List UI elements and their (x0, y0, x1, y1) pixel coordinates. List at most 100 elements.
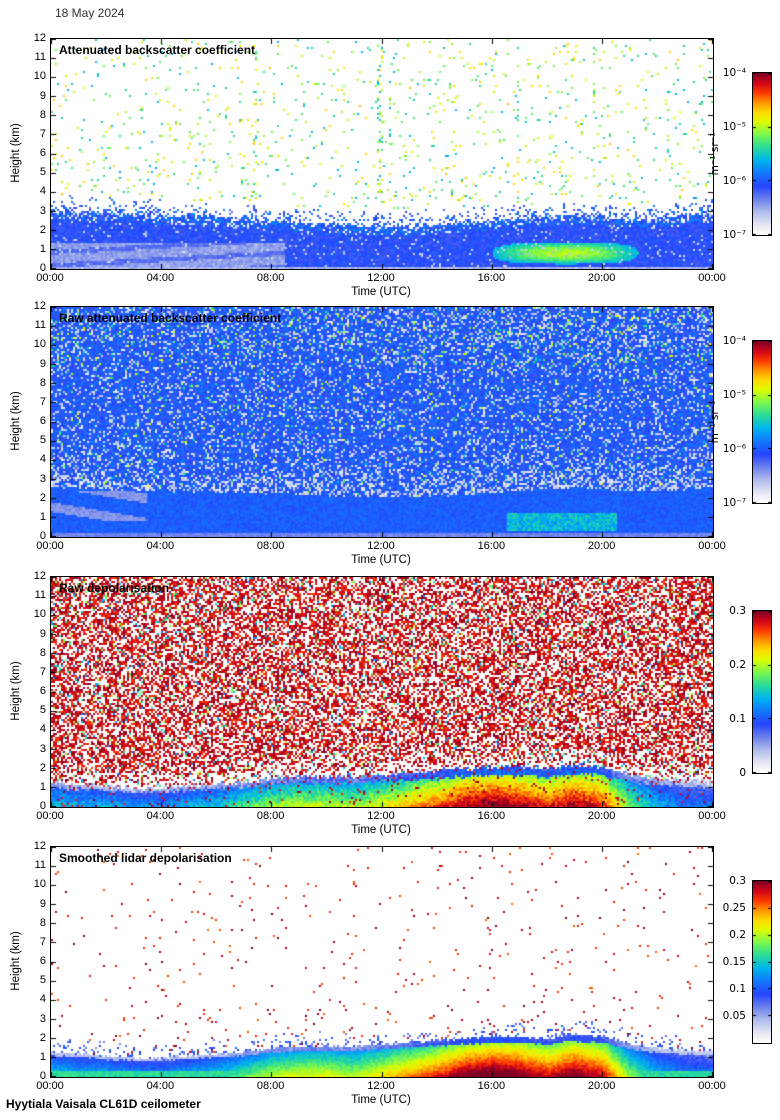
figure-date: 18 May 2024 (55, 6, 125, 20)
x-axis-ticks: 00:00 04:00 08:00 12:00 16:00 20:00 00:00 (36, 1079, 726, 1092)
plot-area: Attenuated backscatter coefficient (50, 38, 714, 270)
panel-attenuated-backscatter: Height (km) 0 1 2 3 4 5 6 7 8 9 10 11 12 Attenuated … (0, 33, 780, 302)
y-tick-label: 0 (39, 800, 46, 812)
y-tick-label: 9 (39, 357, 46, 370)
y-tick-label: 0 (39, 1070, 46, 1082)
colorbar-tick-label: 10⁻⁷ (722, 497, 746, 509)
x-tick-label: 16:00 (477, 1080, 506, 1092)
y-tick-label: 10 (33, 608, 46, 621)
x-tick-label: 00:00 (698, 1080, 726, 1092)
y-tick-label: 11 (34, 589, 46, 602)
y-tick-label: 4 (39, 185, 46, 198)
y-tick-label: 12 (33, 570, 46, 582)
colorbar-tick-label: 0 (739, 767, 746, 779)
x-tick-label: 20:00 (587, 810, 616, 822)
colorbar: m⁻¹ sr⁻¹ 10⁻⁴ 10⁻⁵ 10⁻⁶ 10⁻⁷ (709, 68, 780, 241)
x-tick-label: 16:00 (477, 272, 506, 284)
y-axis-ticks: 0 1 2 3 4 5 6 7 8 9 10 11 12 (18, 571, 46, 812)
y-tick-label: 11 (34, 319, 46, 332)
y-tick-label: 2 (39, 223, 46, 236)
y-tick-label: 5 (39, 704, 46, 717)
y-tick-label: 3 (39, 1012, 46, 1025)
colorbar-ticks: 10⁻⁴ 10⁻⁵ 10⁻⁶ 10⁻⁷ (712, 68, 748, 241)
plot-area: Raw depolarisation (50, 576, 714, 808)
x-tick-label: 08:00 (256, 810, 285, 822)
y-tick-label: 10 (33, 70, 46, 83)
y-tick-label: 11 (34, 51, 46, 64)
x-tick-label: 00:00 (36, 1080, 64, 1092)
x-tick-label: 12:00 (367, 810, 395, 822)
y-tick-label: 5 (39, 166, 46, 179)
y-axis-ticks: 0 1 2 3 4 5 6 7 8 9 10 11 12 (18, 33, 46, 274)
y-tick-label: 12 (33, 32, 46, 44)
colorbar-tick-label: 0.2 (729, 928, 746, 941)
x-tick-label: 16:00 (477, 810, 506, 822)
colorbar-tick-label: 10⁻⁵ (722, 120, 746, 133)
colorbar-canvas (752, 880, 772, 1044)
colorbar-ticks: 0.3 0.25 0.2 0.15 0.1 0.05 (712, 876, 748, 1044)
x-tick-label: 08:00 (256, 272, 285, 284)
colorbar-tick-label: 10⁻⁴ (722, 67, 746, 79)
y-tick-label: 8 (39, 108, 46, 121)
y-tick-label: 8 (39, 376, 46, 389)
x-tick-label: 00:00 (698, 540, 726, 552)
y-tick-label: 9 (39, 89, 46, 102)
y-tick-label: 9 (39, 897, 46, 910)
y-tick-label: 2 (39, 1031, 46, 1044)
y-tick-label: 1 (39, 780, 46, 793)
figure-footer: Hyytiala Vaisala CL61D ceilometer (6, 1097, 201, 1111)
plot-title: Smoothed lidar depolarisation (59, 851, 232, 865)
y-tick-label: 4 (39, 993, 46, 1006)
x-tick-label: 00:00 (36, 272, 64, 284)
x-tick-label: 08:00 (256, 1080, 285, 1092)
y-tick-label: 9 (39, 627, 46, 640)
plot-area: Smoothed lidar depolarisation (50, 846, 714, 1078)
colorbar-tick-label: 0.1 (729, 983, 746, 995)
x-tick-label: 08:00 (256, 540, 285, 552)
colorbar-tick-label: 10⁻⁶ (722, 443, 746, 455)
plot-title: Raw depolarisation (59, 581, 170, 595)
colorbar-tick-label: 0.05 (722, 1009, 746, 1022)
colorbar-tick-label: 0.1 (729, 713, 746, 725)
colorbar-ticks: 0.3 0.2 0.1 0 (712, 606, 748, 779)
y-tick-label: 2 (39, 761, 46, 774)
y-axis-ticks: 0 1 2 3 4 5 6 7 8 9 10 11 12 (18, 301, 46, 542)
y-tick-label: 8 (39, 646, 46, 659)
colorbar-tick-label: 10⁻⁴ (722, 335, 746, 347)
panel-raw-depolarisation: Height (km) 0 1 2 3 4 5 6 7 8 9 10 11 12 Raw depolar… (0, 571, 780, 840)
x-tick-label: 04:00 (146, 810, 175, 822)
colorbar-tick-label: 10⁻⁵ (722, 388, 746, 401)
y-tick-label: 3 (39, 742, 46, 755)
x-tick-label: 00:00 (698, 272, 726, 284)
y-tick-label: 4 (39, 723, 46, 736)
y-tick-label: 6 (39, 147, 46, 159)
y-tick-label: 6 (39, 955, 46, 967)
colorbar-tick-label: 0.3 (729, 875, 746, 887)
x-tick-label: 20:00 (587, 1080, 616, 1092)
y-tick-label: 0 (39, 530, 46, 542)
heatmap-canvas (51, 39, 713, 269)
y-tick-label: 0 (39, 262, 46, 274)
y-tick-label: 1 (39, 242, 46, 255)
y-tick-label: 10 (33, 878, 46, 891)
x-tick-label: 12:00 (367, 1080, 395, 1092)
y-tick-label: 7 (39, 665, 46, 678)
y-tick-label: 3 (39, 472, 46, 485)
colorbar-canvas (752, 610, 772, 774)
y-tick-label: 1 (39, 1050, 46, 1063)
x-tick-label: 20:00 (587, 540, 616, 552)
y-tick-label: 12 (33, 840, 46, 852)
x-axis-label: Time (UTC) (351, 824, 411, 836)
x-tick-label: 16:00 (477, 540, 506, 552)
y-tick-label: 3 (39, 204, 46, 217)
heatmap-canvas (51, 577, 713, 807)
plot-title: Attenuated backscatter coefficient (59, 43, 256, 57)
y-tick-label: 4 (39, 453, 46, 466)
colorbar-tick-label: 10⁻⁷ (722, 229, 746, 241)
y-tick-label: 10 (33, 338, 46, 351)
colorbar-tick-label: 10⁻⁶ (722, 175, 746, 187)
colorbar-ticks: 10⁻⁴ 10⁻⁵ 10⁻⁶ 10⁻⁷ (712, 336, 748, 509)
x-axis-ticks: 00:00 04:00 08:00 12:00 16:00 20:00 00:00 (36, 271, 726, 284)
plot-title: Raw attenuated backscatter coefficient (59, 311, 282, 325)
x-tick-label: 20:00 (587, 272, 616, 284)
